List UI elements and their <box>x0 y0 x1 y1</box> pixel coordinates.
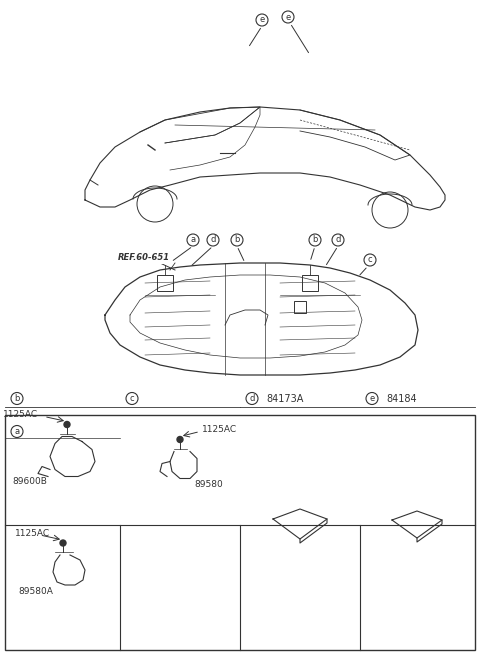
Text: 1125AC: 1125AC <box>3 410 38 419</box>
Text: d: d <box>210 236 216 244</box>
Text: b: b <box>14 394 20 403</box>
Text: c: c <box>130 394 134 403</box>
Text: 84184: 84184 <box>386 394 417 403</box>
Text: 89580A: 89580A <box>18 588 53 597</box>
Text: 1125AC: 1125AC <box>202 425 237 434</box>
Circle shape <box>60 540 66 546</box>
Text: d: d <box>336 236 341 244</box>
Text: b: b <box>234 236 240 244</box>
Circle shape <box>177 436 183 443</box>
Circle shape <box>64 422 70 428</box>
Text: 84173A: 84173A <box>266 394 303 403</box>
Text: c: c <box>368 255 372 265</box>
Bar <box>5 415 475 650</box>
Text: a: a <box>191 236 195 244</box>
Bar <box>302 275 318 291</box>
Text: 89580: 89580 <box>194 480 223 489</box>
Text: e: e <box>259 16 264 24</box>
Bar <box>294 301 306 313</box>
Text: 1125AC: 1125AC <box>15 529 50 538</box>
Text: a: a <box>14 427 20 436</box>
Text: b: b <box>312 236 318 244</box>
Text: d: d <box>249 394 255 403</box>
Text: REF.60-651: REF.60-651 <box>118 253 170 262</box>
Bar <box>157 275 173 291</box>
Text: 89600B: 89600B <box>12 477 47 486</box>
Text: e: e <box>286 12 290 22</box>
Text: e: e <box>370 394 374 403</box>
